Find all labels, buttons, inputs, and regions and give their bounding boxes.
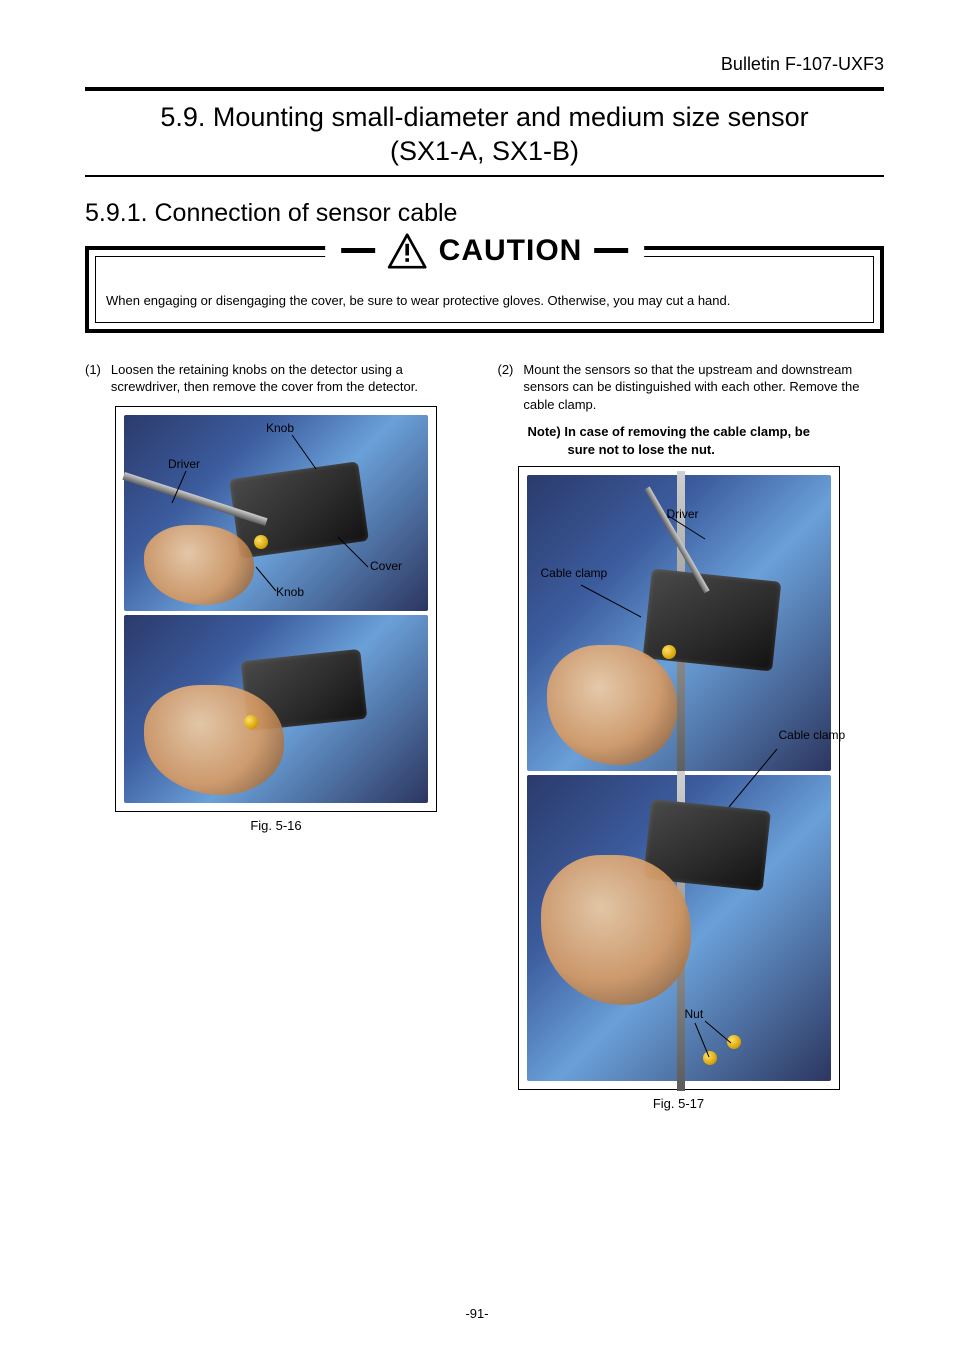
note-text-b: sure not to lose the nut. <box>568 441 885 459</box>
figure-5-17: Driver Cable clamp Cable clamp Nut <box>518 466 840 1090</box>
caution-badge: CAUTION <box>325 233 645 269</box>
bulletin-id: Bulletin F-107-UXF3 <box>85 54 884 75</box>
step-2-number: (2) <box>498 361 514 414</box>
dash-right-icon <box>594 248 628 253</box>
content-columns: (1) Loosen the retaining knobs on the de… <box>85 361 884 1112</box>
caution-box: CAUTION When engaging or disengaging the… <box>85 246 884 333</box>
step-2-note: Note) In case of removing the cable clam… <box>528 423 885 458</box>
caution-text: When engaging or disengaging the cover, … <box>106 293 863 308</box>
rule-bottom <box>85 175 884 177</box>
figure-5-16-photo-bottom <box>124 615 428 803</box>
figure-5-17-caption: Fig. 5-17 <box>518 1096 840 1111</box>
step-2: (2) Mount the sensors so that the upstre… <box>498 361 885 414</box>
leader-nut-icon <box>519 467 841 1091</box>
section-title-line2: (SX1-A, SX1-B) <box>390 136 579 166</box>
right-column: (2) Mount the sensors so that the upstre… <box>498 361 885 1112</box>
note-text-a: In case of removing the cable clamp, be <box>564 424 810 439</box>
figure-5-16: Knob Driver Cover Knob <box>115 406 437 812</box>
figure-5-16-caption: Fig. 5-16 <box>115 818 437 833</box>
page: Bulletin F-107-UXF3 5.9. Mounting small-… <box>0 0 954 1351</box>
note-prefix: Note) <box>528 424 561 439</box>
left-column: (1) Loosen the retaining knobs on the de… <box>85 361 472 1112</box>
page-number: -91- <box>0 1306 954 1321</box>
step-1-text: Loosen the retaining knobs on the detect… <box>111 361 472 396</box>
warning-triangle-icon <box>387 233 427 269</box>
dash-left-icon <box>341 248 375 253</box>
caution-label: CAUTION <box>439 234 583 268</box>
section-title-line1: 5.9. Mounting small-diameter and medium … <box>160 102 808 132</box>
step-2-text: Mount the sensors so that the upstream a… <box>523 361 884 414</box>
leader-knob-bottom-icon <box>116 407 438 617</box>
section-title: 5.9. Mounting small-diameter and medium … <box>85 101 884 169</box>
step-1: (1) Loosen the retaining knobs on the de… <box>85 361 472 396</box>
rule-top <box>85 87 884 91</box>
subsection-title: 5.9.1. Connection of sensor cable <box>85 199 884 228</box>
step-1-number: (1) <box>85 361 101 396</box>
